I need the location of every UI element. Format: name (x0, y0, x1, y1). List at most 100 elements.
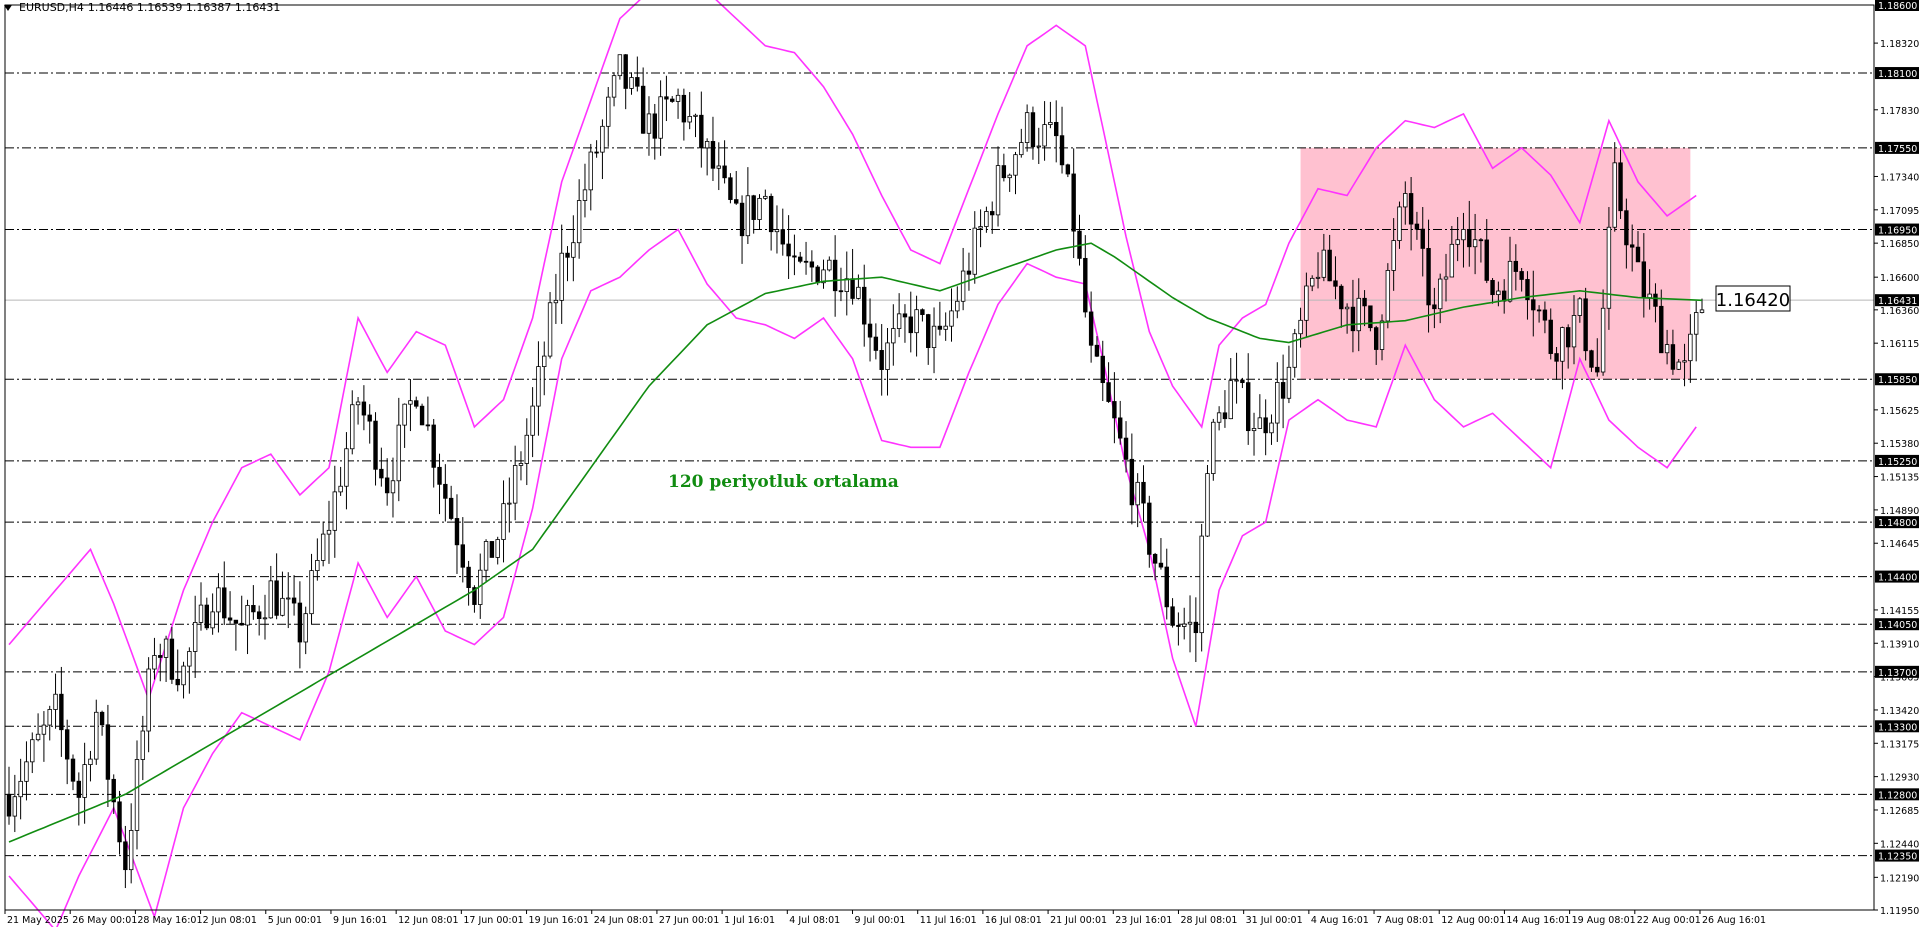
candle-body (832, 259, 838, 292)
candle-body (239, 622, 244, 626)
x-tick-label: 7 Aug 08:01 (1376, 915, 1434, 926)
x-tick-label: 2 Jun 08:01 (203, 915, 257, 926)
candle-body (1118, 417, 1123, 439)
candle-body (483, 541, 489, 571)
candle-body (315, 560, 320, 572)
candle-body (1478, 239, 1484, 242)
candle-body (379, 468, 384, 479)
candle-body (1141, 481, 1146, 504)
candle-body (1577, 298, 1583, 316)
candle-body (1682, 360, 1687, 363)
candle-body (623, 54, 628, 89)
candle-body (507, 502, 512, 505)
price-callout-box (1715, 285, 1791, 312)
candle-body (844, 278, 849, 292)
y-tick-label: 1.14890 (1880, 506, 1919, 517)
candle-body (1106, 382, 1111, 402)
candle-body (1362, 297, 1367, 307)
candle-body (12, 796, 18, 817)
x-tick-label: 27 Jun 00:01 (659, 915, 719, 926)
level-price-tag (1875, 849, 1919, 862)
x-tick-label: 21 Jul 00:01 (1050, 915, 1107, 926)
candle-body (798, 256, 803, 262)
candle-body (768, 195, 774, 233)
ma-annotation-label: 120 periyotluk ortalama (668, 472, 899, 492)
level-price-tag (1875, 373, 1919, 386)
candle-body (204, 604, 210, 629)
candle-body (1147, 502, 1152, 555)
candle-body (431, 424, 436, 468)
candle-body (699, 114, 704, 149)
candle-body (1222, 412, 1228, 420)
candle-body (1246, 382, 1251, 432)
candle-body (902, 313, 908, 318)
candle-body (297, 602, 303, 643)
chart-menu-icon[interactable] (4, 4, 12, 11)
candle-body (47, 709, 52, 726)
candle-body (664, 96, 669, 100)
candle-body (1624, 210, 1629, 246)
candle-body (1659, 305, 1664, 354)
candle-body (530, 405, 535, 436)
candle-body (448, 497, 454, 519)
candle-body (978, 226, 983, 229)
level-price-tag-text: 1.17550 (1878, 144, 1917, 155)
candle-body (943, 325, 948, 330)
y-tick-label: 1.13175 (1880, 739, 1919, 750)
candle-body (1583, 298, 1588, 352)
candle-body (146, 668, 151, 732)
x-tick-label: 14 Aug 16:01 (1506, 915, 1570, 926)
candle-body (152, 655, 157, 670)
candle-body (1560, 327, 1565, 362)
candle-body (1408, 193, 1414, 225)
candle-body (99, 711, 105, 726)
candle-body (1397, 206, 1402, 241)
level-price-tag-text: 1.15850 (1878, 375, 1917, 386)
candle-body (53, 693, 58, 710)
candle-body (1158, 562, 1164, 568)
candle-body (536, 366, 541, 407)
candle-body (856, 286, 861, 299)
candle-body (1135, 481, 1140, 506)
x-tick-label: 21 May 2025 (7, 915, 69, 926)
candle-body (402, 403, 407, 426)
candle-body (384, 477, 390, 494)
candle-body (1339, 285, 1344, 310)
candle-body (1059, 135, 1065, 166)
candle-body (262, 617, 268, 620)
level-price-tag (1875, 570, 1919, 583)
candle-body (192, 622, 198, 652)
candle-body (1595, 366, 1600, 373)
candle-body (757, 197, 762, 220)
candle-body (76, 780, 82, 798)
candle-body (1240, 379, 1245, 384)
candle-body (1251, 428, 1257, 432)
candle-body (1461, 229, 1466, 241)
candle-body (169, 638, 175, 680)
level-price-tag-text: 1.16950 (1878, 226, 1917, 237)
candle-body (972, 227, 977, 275)
candle-body (123, 841, 128, 871)
candle-body (6, 793, 12, 817)
x-tick-label: 17 Jun 00:01 (463, 915, 523, 926)
candle-body (1071, 173, 1076, 232)
candle-body (344, 448, 349, 487)
x-tick-label: 19 Jun 16:01 (529, 915, 589, 926)
candle-body (774, 229, 780, 233)
symbol-label: EURUSD,H4 (19, 1, 84, 14)
candle-body (437, 466, 442, 485)
x-tick-label: 9 Jun 16:01 (333, 915, 387, 926)
candle-body (1373, 327, 1379, 350)
candle-body (472, 587, 477, 605)
candle-body (995, 165, 1001, 216)
candle-body (990, 211, 995, 216)
level-price-tag-text: 1.16431 (1878, 296, 1917, 307)
candle-body (803, 260, 809, 263)
candle-body (1391, 240, 1396, 271)
candle-body (425, 424, 431, 427)
candle-body (1211, 421, 1216, 474)
candle-body (1379, 320, 1385, 350)
candle-body (1088, 311, 1094, 346)
candle-body (1432, 304, 1437, 310)
